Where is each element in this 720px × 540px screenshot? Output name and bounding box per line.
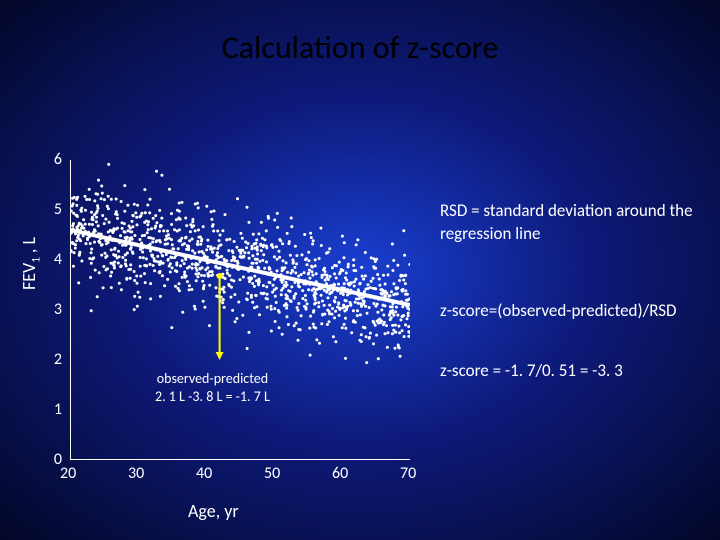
y-tick-label: 4 — [54, 250, 62, 269]
annotation-zscore-formula: z-score=(observed-predicted)/RSD — [440, 300, 720, 323]
scatter-plot — [70, 160, 410, 460]
y-tick-label: 5 — [54, 200, 62, 219]
annotation-zscore-value: z-score = -1. 7/0. 51 = -3. 3 — [440, 360, 700, 383]
slide-title: Calculation of z-score — [0, 28, 720, 67]
chart-area: 0123456203040506070 — [70, 160, 410, 460]
x-tick-label: 50 — [264, 464, 280, 483]
y-tick-label: 1 — [54, 400, 62, 419]
y-label-suffix: , L — [18, 237, 40, 257]
x-axis-label: Age, yr — [188, 500, 239, 522]
annotation-obs-pred: observed-predicted 2. 1 L -3. 8 L = -1. … — [155, 370, 270, 405]
slide-background: Calculation of z-score 01234562030405060… — [0, 0, 720, 540]
x-tick-label: 60 — [332, 464, 348, 483]
obs-pred-line1: observed-predicted — [157, 370, 268, 387]
obs-pred-line2: 2. 1 L -3. 8 L = -1. 7 L — [155, 388, 270, 405]
y-axis — [70, 160, 71, 460]
x-axis — [70, 459, 410, 460]
x-tick-label: 40 — [196, 464, 212, 483]
annotation-rsd: RSD = standard deviation around the regr… — [440, 200, 700, 246]
vertical-arrow — [216, 273, 224, 360]
y-label-sub: 1 — [30, 257, 43, 263]
y-tick-label: 3 — [54, 300, 62, 319]
y-tick-label: 6 — [54, 150, 62, 169]
y-axis-label: FEV1 , L — [18, 237, 43, 290]
y-label-main: FEV — [18, 263, 40, 290]
x-tick-label: 70 — [400, 464, 416, 483]
y-tick-label: 2 — [54, 350, 62, 369]
x-tick-label: 20 — [60, 464, 76, 483]
x-tick-label: 30 — [128, 464, 144, 483]
